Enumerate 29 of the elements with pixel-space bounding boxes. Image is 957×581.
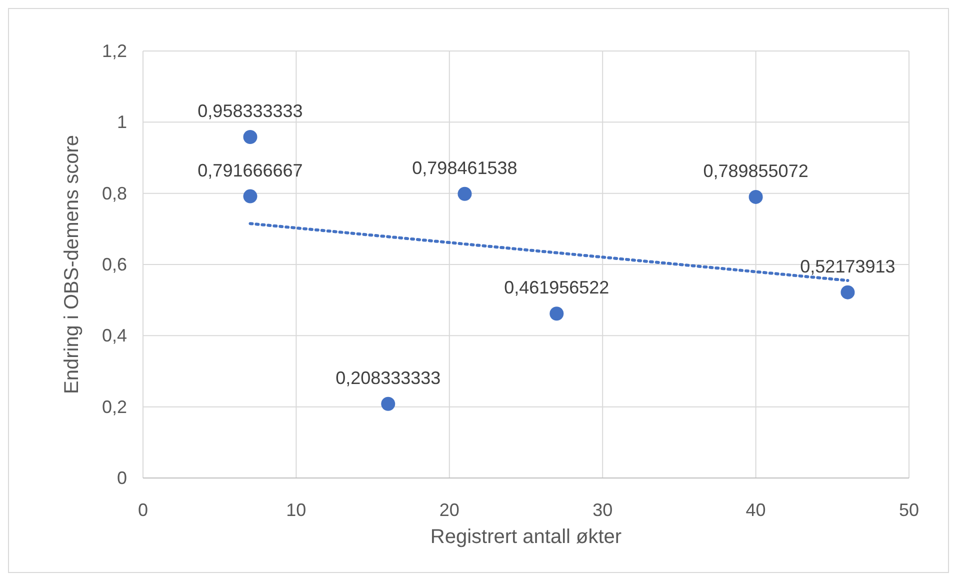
y-axis-title: Endring i OBS-demens score — [61, 134, 83, 394]
point — [748, 190, 763, 204]
data-label: 0,52173913 — [800, 256, 896, 276]
point — [243, 130, 258, 144]
point — [840, 285, 855, 300]
x-tick-label: 20 — [439, 500, 460, 520]
x-tick-label: 40 — [746, 500, 766, 520]
point — [458, 186, 472, 201]
data-label: 0,958333333 — [198, 100, 303, 121]
y-tick-label: 1 — [116, 112, 127, 132]
data-label: 0,208333333 — [336, 368, 441, 388]
data-label: 0,461956522 — [504, 278, 610, 298]
y-tick-label: 1,2 — [102, 41, 127, 61]
data-label: 0,791666667 — [198, 160, 303, 180]
data-label: 0,798461538 — [412, 158, 518, 178]
x-tick-label: 0 — [138, 500, 148, 520]
y-tick-label: 0 — [116, 468, 127, 488]
y-tick-label: 0,8 — [102, 183, 127, 204]
point — [550, 306, 564, 321]
point — [381, 396, 396, 411]
x-tick-label: 50 — [898, 500, 920, 520]
x-tick-label: 30 — [592, 500, 613, 520]
y-tick-label: 0,2 — [102, 396, 127, 417]
y-tick-label: 0,4 — [102, 326, 127, 346]
x-tick-label: 10 — [286, 500, 306, 520]
x-axis-title: Registrert antall økter — [430, 526, 622, 548]
point — [243, 189, 258, 204]
y-tick-label: 0,6 — [102, 254, 127, 274]
data-label: 0,789855072 — [703, 160, 808, 181]
